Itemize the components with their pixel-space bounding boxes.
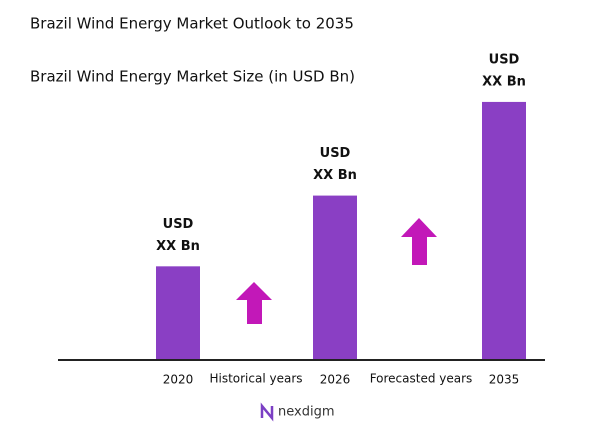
value-label: XX Bn bbox=[313, 168, 357, 183]
value-label: USD bbox=[163, 217, 194, 232]
logo-icon bbox=[260, 402, 274, 422]
value-label: USD bbox=[489, 52, 520, 67]
bar bbox=[313, 195, 357, 359]
logo: nexdigm bbox=[260, 402, 334, 422]
value-label: XX Bn bbox=[156, 239, 200, 254]
value-label: XX Bn bbox=[482, 74, 526, 89]
annotation: Forecasted years bbox=[370, 372, 473, 386]
annotation: Historical years bbox=[209, 372, 302, 386]
x-tick-label: 2026 bbox=[320, 373, 351, 387]
up-arrow bbox=[236, 282, 272, 324]
value-label: USD bbox=[320, 146, 351, 161]
bar bbox=[482, 101, 526, 360]
logo-text: nexdigm bbox=[278, 405, 334, 420]
x-tick-label: 2035 bbox=[489, 373, 520, 387]
chart-title: Brazil Wind Energy Market Outlook to 203… bbox=[30, 15, 354, 33]
x-tick-label: 2020 bbox=[163, 373, 194, 387]
bar bbox=[156, 266, 200, 359]
chart-subtitle: Brazil Wind Energy Market Size (in USD B… bbox=[30, 68, 355, 86]
up-arrow bbox=[401, 218, 437, 265]
